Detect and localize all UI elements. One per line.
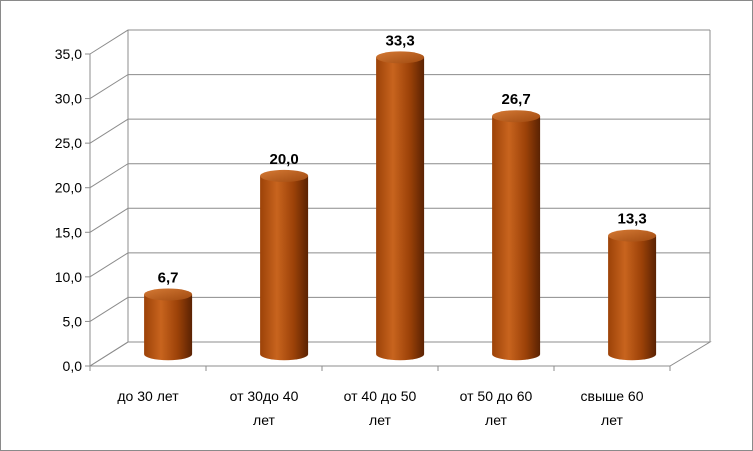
gridline [89,29,710,55]
y-tick-label: 30,0 [55,91,82,107]
bar-top [376,51,425,64]
y-tick-label: 10,0 [55,269,82,285]
x-tick-label: лет [369,412,391,428]
bar-top [144,288,193,301]
data-label: 13,3 [617,211,646,228]
x-tick-label: от 40 до 50 [344,388,417,404]
x-tick-label: от 50 до 60 [460,388,533,404]
x-tick-label: лет [253,412,275,428]
y-tick-label: 25,0 [55,135,82,151]
data-label: 6,7 [158,269,179,286]
x-tick-label: свыше 60 [581,388,644,404]
bar-top [492,110,541,123]
bar-top [260,169,309,182]
bar [608,235,657,361]
x-tick-label: от 30до 40 [230,388,299,404]
x-tick-label: до 30 лет [117,388,179,404]
floor [88,341,712,367]
y-tick-label: 20,0 [55,180,82,196]
y-tick-label: 5,0 [63,313,83,329]
bar [376,57,425,361]
bar [260,175,309,361]
bar [144,294,193,361]
gridline [89,74,710,99]
bar-top [608,229,657,242]
data-label: 20,0 [269,151,298,168]
x-tick-label: лет [601,412,623,428]
y-tick-label: 0,0 [63,358,83,374]
x-tick-label: лет [485,412,507,428]
y-tick-label: 15,0 [55,224,82,240]
y-tick-label: 35,0 [55,46,82,62]
data-label: 33,3 [385,32,414,49]
bar [492,116,541,361]
data-label: 26,7 [501,91,530,108]
